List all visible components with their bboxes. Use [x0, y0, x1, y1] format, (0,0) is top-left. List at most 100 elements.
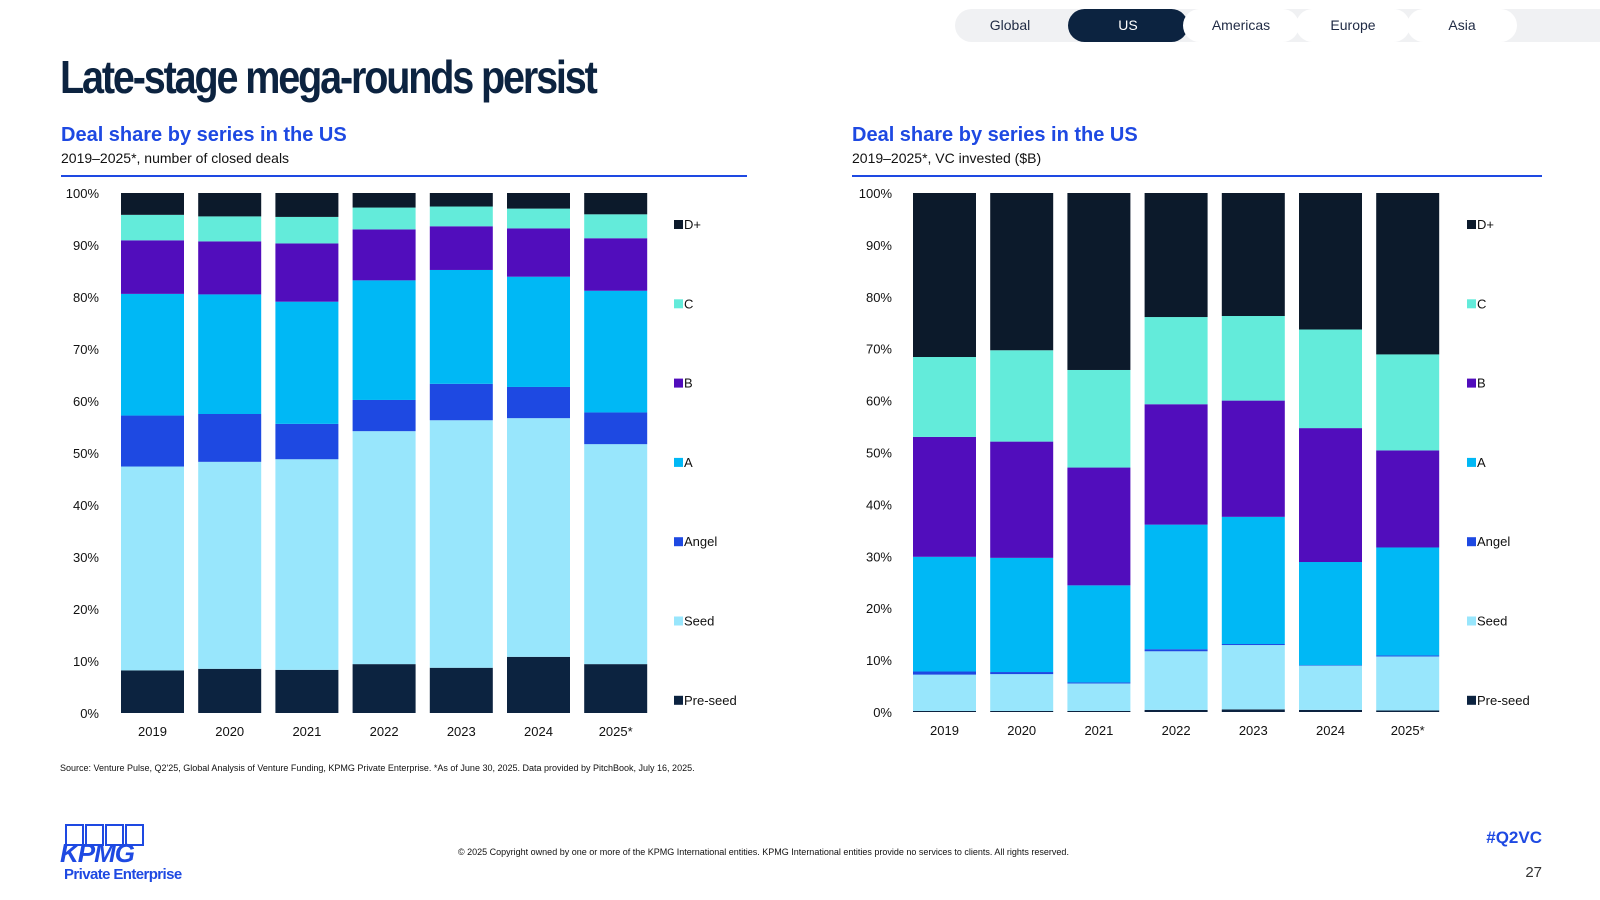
- bar-segment-pre-seed: [352, 664, 416, 713]
- legend-swatch: [674, 378, 683, 388]
- right-chart-subtitle: 2019–2025*, VC invested ($B): [852, 150, 1042, 166]
- bar-segment-d-: [121, 193, 184, 215]
- bar-segment-angel: [275, 423, 339, 460]
- bar-segment-c: [429, 206, 493, 227]
- x-tick-label: 2020: [215, 724, 244, 739]
- bar-segment-seed: [507, 418, 570, 657]
- bar-segment-pre-seed: [121, 670, 184, 713]
- legend-label: Angel: [684, 534, 717, 549]
- legend-label: A: [684, 455, 693, 470]
- legend-label: Seed: [684, 614, 714, 629]
- bar-segment-angel: [584, 412, 648, 445]
- logo-wordmark: KPMG: [60, 838, 135, 868]
- y-tick-label: 70%: [73, 342, 99, 357]
- x-tick-label: 2022: [370, 724, 399, 739]
- bar-segment-seed: [121, 466, 184, 671]
- bar-segment-seed: [352, 431, 416, 665]
- bar-segment-angel: [198, 414, 262, 462]
- x-tick-label: 2021: [292, 724, 321, 739]
- bar-segment-pre-seed: [584, 664, 648, 713]
- x-tick-label: 2023: [447, 724, 476, 739]
- bar-segment-a: [429, 269, 493, 384]
- legend-swatch: [674, 537, 683, 547]
- y-tick-label: 50%: [73, 446, 99, 461]
- bar-segment-d-: [584, 193, 648, 215]
- bar-segment-pre-seed: [507, 656, 570, 713]
- kpmg-logo: KPMG Private Enterprise: [60, 824, 182, 884]
- logo-subtext: Private Enterprise: [64, 866, 182, 883]
- tab-global[interactable]: Global: [989, 17, 1031, 33]
- y-tick-label: 0%: [80, 706, 99, 721]
- y-tick-label: 100%: [66, 186, 100, 201]
- bar-segment-angel: [429, 383, 493, 421]
- left-chart-rule: [61, 175, 747, 177]
- bar-segment-b: [352, 229, 416, 281]
- tab-us[interactable]: US: [1068, 9, 1188, 42]
- bar-segment-seed: [275, 459, 339, 670]
- bar-segment-b: [584, 238, 648, 291]
- bar-segment-b: [507, 228, 570, 277]
- bar-segment-pre-seed: [429, 667, 493, 713]
- tab-asia[interactable]: Asia: [1407, 9, 1517, 42]
- bar-segment-b: [429, 226, 493, 270]
- bar-segment-seed: [584, 444, 648, 665]
- x-tick-label: 2024: [524, 724, 553, 739]
- bar-segment-a: [121, 293, 184, 416]
- y-tick-label: 30%: [73, 550, 99, 565]
- page-number: 27: [1525, 864, 1542, 881]
- bar-segment-angel: [121, 415, 184, 467]
- y-tick-label: 40%: [73, 498, 99, 513]
- tab-europe[interactable]: Europe: [1296, 9, 1410, 42]
- bar-segment-b: [275, 243, 339, 302]
- bar-segment-pre-seed: [275, 669, 339, 713]
- legend-swatch: [674, 299, 683, 309]
- right-chart-rule: [852, 175, 1542, 177]
- bar-segment-b: [121, 240, 184, 294]
- bar-segment-d-: [352, 193, 416, 208]
- y-tick-label: 20%: [73, 602, 99, 617]
- legend-label: C: [684, 296, 693, 311]
- legend-swatch: [674, 695, 683, 705]
- bar-segment-c: [275, 216, 339, 244]
- y-tick-label: 60%: [73, 394, 99, 409]
- bar-segment-angel: [507, 386, 570, 419]
- bar-segment-d-: [507, 193, 570, 209]
- bar-segment-c: [121, 214, 184, 241]
- bar-segment-a: [275, 301, 339, 424]
- hashtag[interactable]: #Q2VC: [1486, 828, 1542, 847]
- page-title: Late-stage mega-rounds persist: [60, 51, 598, 103]
- bar-segment-d-: [198, 193, 262, 217]
- bar-segment-seed: [198, 461, 262, 669]
- bar-segment-seed: [429, 420, 493, 668]
- bar-segment-d-: [275, 193, 339, 217]
- left-chart-subtitle: 2019–2025*, number of closed deals: [61, 150, 290, 166]
- bar-segment-pre-seed: [198, 668, 262, 713]
- bar-segment-d-: [429, 193, 493, 207]
- bar-segment-a: [352, 280, 416, 400]
- bar-segment-a: [584, 290, 648, 413]
- legend-label: B: [684, 376, 693, 391]
- left-chart-title: Deal share by series in the US: [61, 124, 347, 146]
- legend-swatch: [674, 616, 683, 626]
- logo-boxes: [65, 824, 144, 846]
- legend-swatch: [674, 457, 683, 467]
- x-tick-label: 2025*: [599, 724, 633, 739]
- right-chart-title: Deal share by series in the US: [852, 124, 1138, 146]
- bar-segment-c: [507, 208, 570, 229]
- x-tick-label: 2019: [138, 724, 167, 739]
- legend-swatch: [674, 220, 683, 229]
- region-tabs: Global US Americas Europe Asia: [955, 9, 1600, 42]
- tab-americas[interactable]: Americas: [1183, 9, 1299, 42]
- bar-segment-c: [352, 207, 416, 230]
- bar-segment-b: [198, 241, 262, 295]
- bar-segment-a: [198, 294, 262, 414]
- legend-label: Pre-seed: [684, 693, 737, 708]
- legend-label: D+: [684, 217, 701, 232]
- source-note: Source: Venture Pulse, Q2'25, Global Ana…: [60, 763, 695, 773]
- y-tick-label: 10%: [73, 654, 99, 669]
- y-tick-label: 90%: [73, 238, 99, 253]
- bar-segment-c: [584, 214, 648, 239]
- copyright-text: © 2025 Copyright owned by one or more of…: [458, 847, 1069, 857]
- bar-segment-c: [198, 216, 262, 242]
